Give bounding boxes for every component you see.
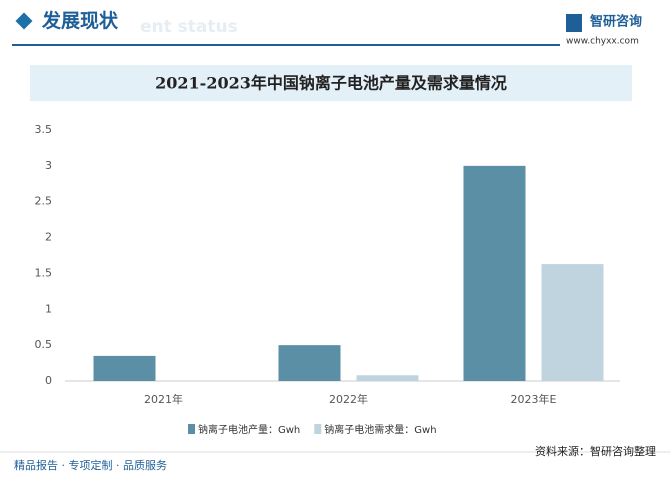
chart-title: 2021-2023年中国钠离子电池产量及需求量情况: [155, 74, 507, 93]
header-title: 发展现状: [41, 9, 119, 32]
brand: 智研咨询: [590, 14, 642, 30]
legend-swatch: [188, 424, 195, 434]
legend-swatch: [314, 424, 322, 434]
footer-slogan: 精品报告 · 专项定制 · 品质服务: [14, 458, 167, 472]
plot: 0 0.5 1 1.5 2 2.5 3 3.5 2021年 2022年 2023年E 钠离子电池产量：…: [35, 123, 620, 436]
x-tick-label: 2023年E: [511, 392, 557, 406]
y-tick-label: 0: [45, 374, 52, 387]
y-tick-label: 2.5: [35, 195, 53, 208]
y-tick-label: 1.5: [35, 266, 53, 279]
y-tick-label: 0.5: [35, 338, 53, 351]
y-tick-label: 3.5: [35, 123, 53, 136]
bar: [278, 345, 341, 381]
bar: [541, 264, 604, 381]
y-tick-label: 2: [45, 231, 52, 244]
header-subtitle: ent status: [140, 17, 238, 37]
logo-icon: [566, 14, 582, 32]
y-tick-label: 1: [45, 302, 52, 315]
x-tick-label: 2022年: [329, 392, 368, 406]
legend-label: 钠离子电池产量：Gwh: [198, 423, 300, 436]
legend-label: 钠离子电池需求量：Gwh: [324, 423, 436, 436]
x-tick-label: 2021年: [144, 392, 183, 406]
title-band: [30, 65, 632, 101]
footer-source: 资料来源：智研咨询整理: [535, 444, 656, 458]
bar: [356, 375, 419, 381]
url: www.chyxx.com: [566, 37, 639, 47]
bar: [93, 355, 156, 381]
y-tick-label: 3: [45, 159, 52, 172]
bar: [463, 165, 526, 381]
